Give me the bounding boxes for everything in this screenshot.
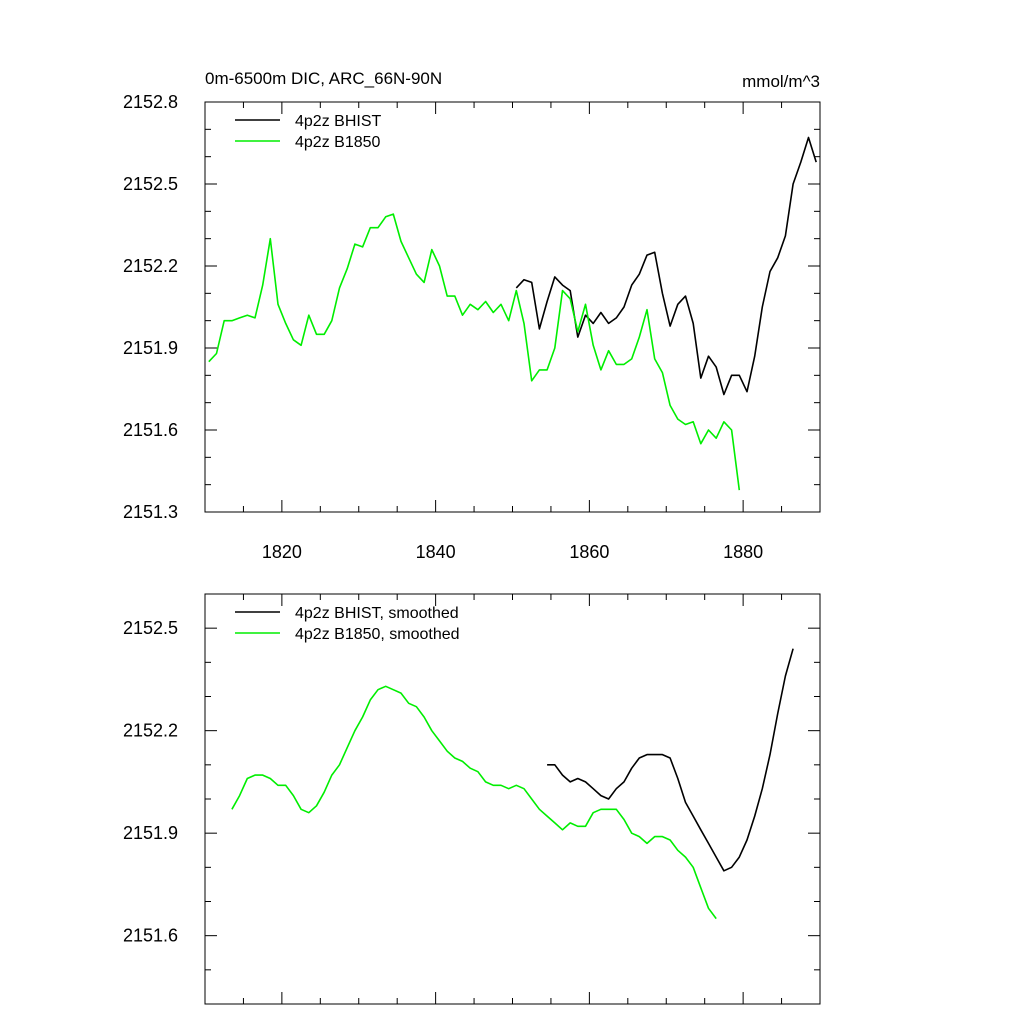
legend-label: 4p2z BHIST — [295, 113, 381, 130]
chart-units-label: mmol/m^3 — [742, 72, 820, 91]
chart-title: 0m-6500m DIC, ARC_66N-90N — [205, 69, 442, 88]
y-tick-label: 2152.5 — [123, 174, 178, 194]
top-chart-series — [208, 136, 817, 491]
legend-label: 4p2z BHIST, smoothed — [295, 605, 459, 622]
y-tick-label: 2152.2 — [123, 256, 178, 276]
top-chart-frame — [204, 101, 821, 513]
series-line-bhist — [515, 136, 817, 396]
x-tick-label: 1840 — [416, 542, 456, 562]
legend-label: 4p2z B1850, smoothed — [295, 626, 460, 643]
y-tick-label: 2152.8 — [123, 92, 178, 112]
y-tick-label: 2151.3 — [123, 502, 178, 522]
y-tick-label: 2152.5 — [123, 618, 178, 638]
bottom-chart-panel: 2151.6 2151.9 2152.2 2152.5 4p2z BHIST, smo… — [123, 593, 821, 1005]
y-tick-label: 2151.9 — [123, 823, 178, 843]
y-tick-label: 2151.6 — [123, 926, 178, 946]
bottom-chart-series — [231, 648, 794, 920]
series-line-bhist — [547, 648, 794, 872]
y-tick-label: 2151.9 — [123, 338, 178, 358]
bottom-chart-frame — [204, 593, 821, 1005]
top-chart-panel: 0m-6500m DIC, ARC_66N-90N mmol/m^3 1820 1… — [123, 69, 821, 562]
x-tick-label: 1880 — [723, 542, 763, 562]
top-chart-ticks: 1820 1840 1860 1880 2151.3 2151.6 2151.9 2152.2… — [123, 92, 821, 562]
top-chart-legend: 4p2z BHIST 4p2z B1850 — [235, 113, 381, 151]
bottom-chart-ticks: 2151.6 2151.9 2152.2 2152.5 — [123, 593, 821, 1005]
bottom-chart-legend: 4p2z BHIST, smoothed 4p2z B1850, smoothed — [235, 605, 460, 643]
series-line-b1850 — [208, 213, 741, 491]
y-tick-label: 2151.6 — [123, 420, 178, 440]
legend-label: 4p2z B1850 — [295, 134, 381, 151]
y-tick-label: 2152.2 — [123, 721, 178, 741]
series-line-b1850 — [231, 685, 717, 920]
x-tick-label: 1820 — [262, 542, 302, 562]
x-tick-label: 1860 — [569, 542, 609, 562]
